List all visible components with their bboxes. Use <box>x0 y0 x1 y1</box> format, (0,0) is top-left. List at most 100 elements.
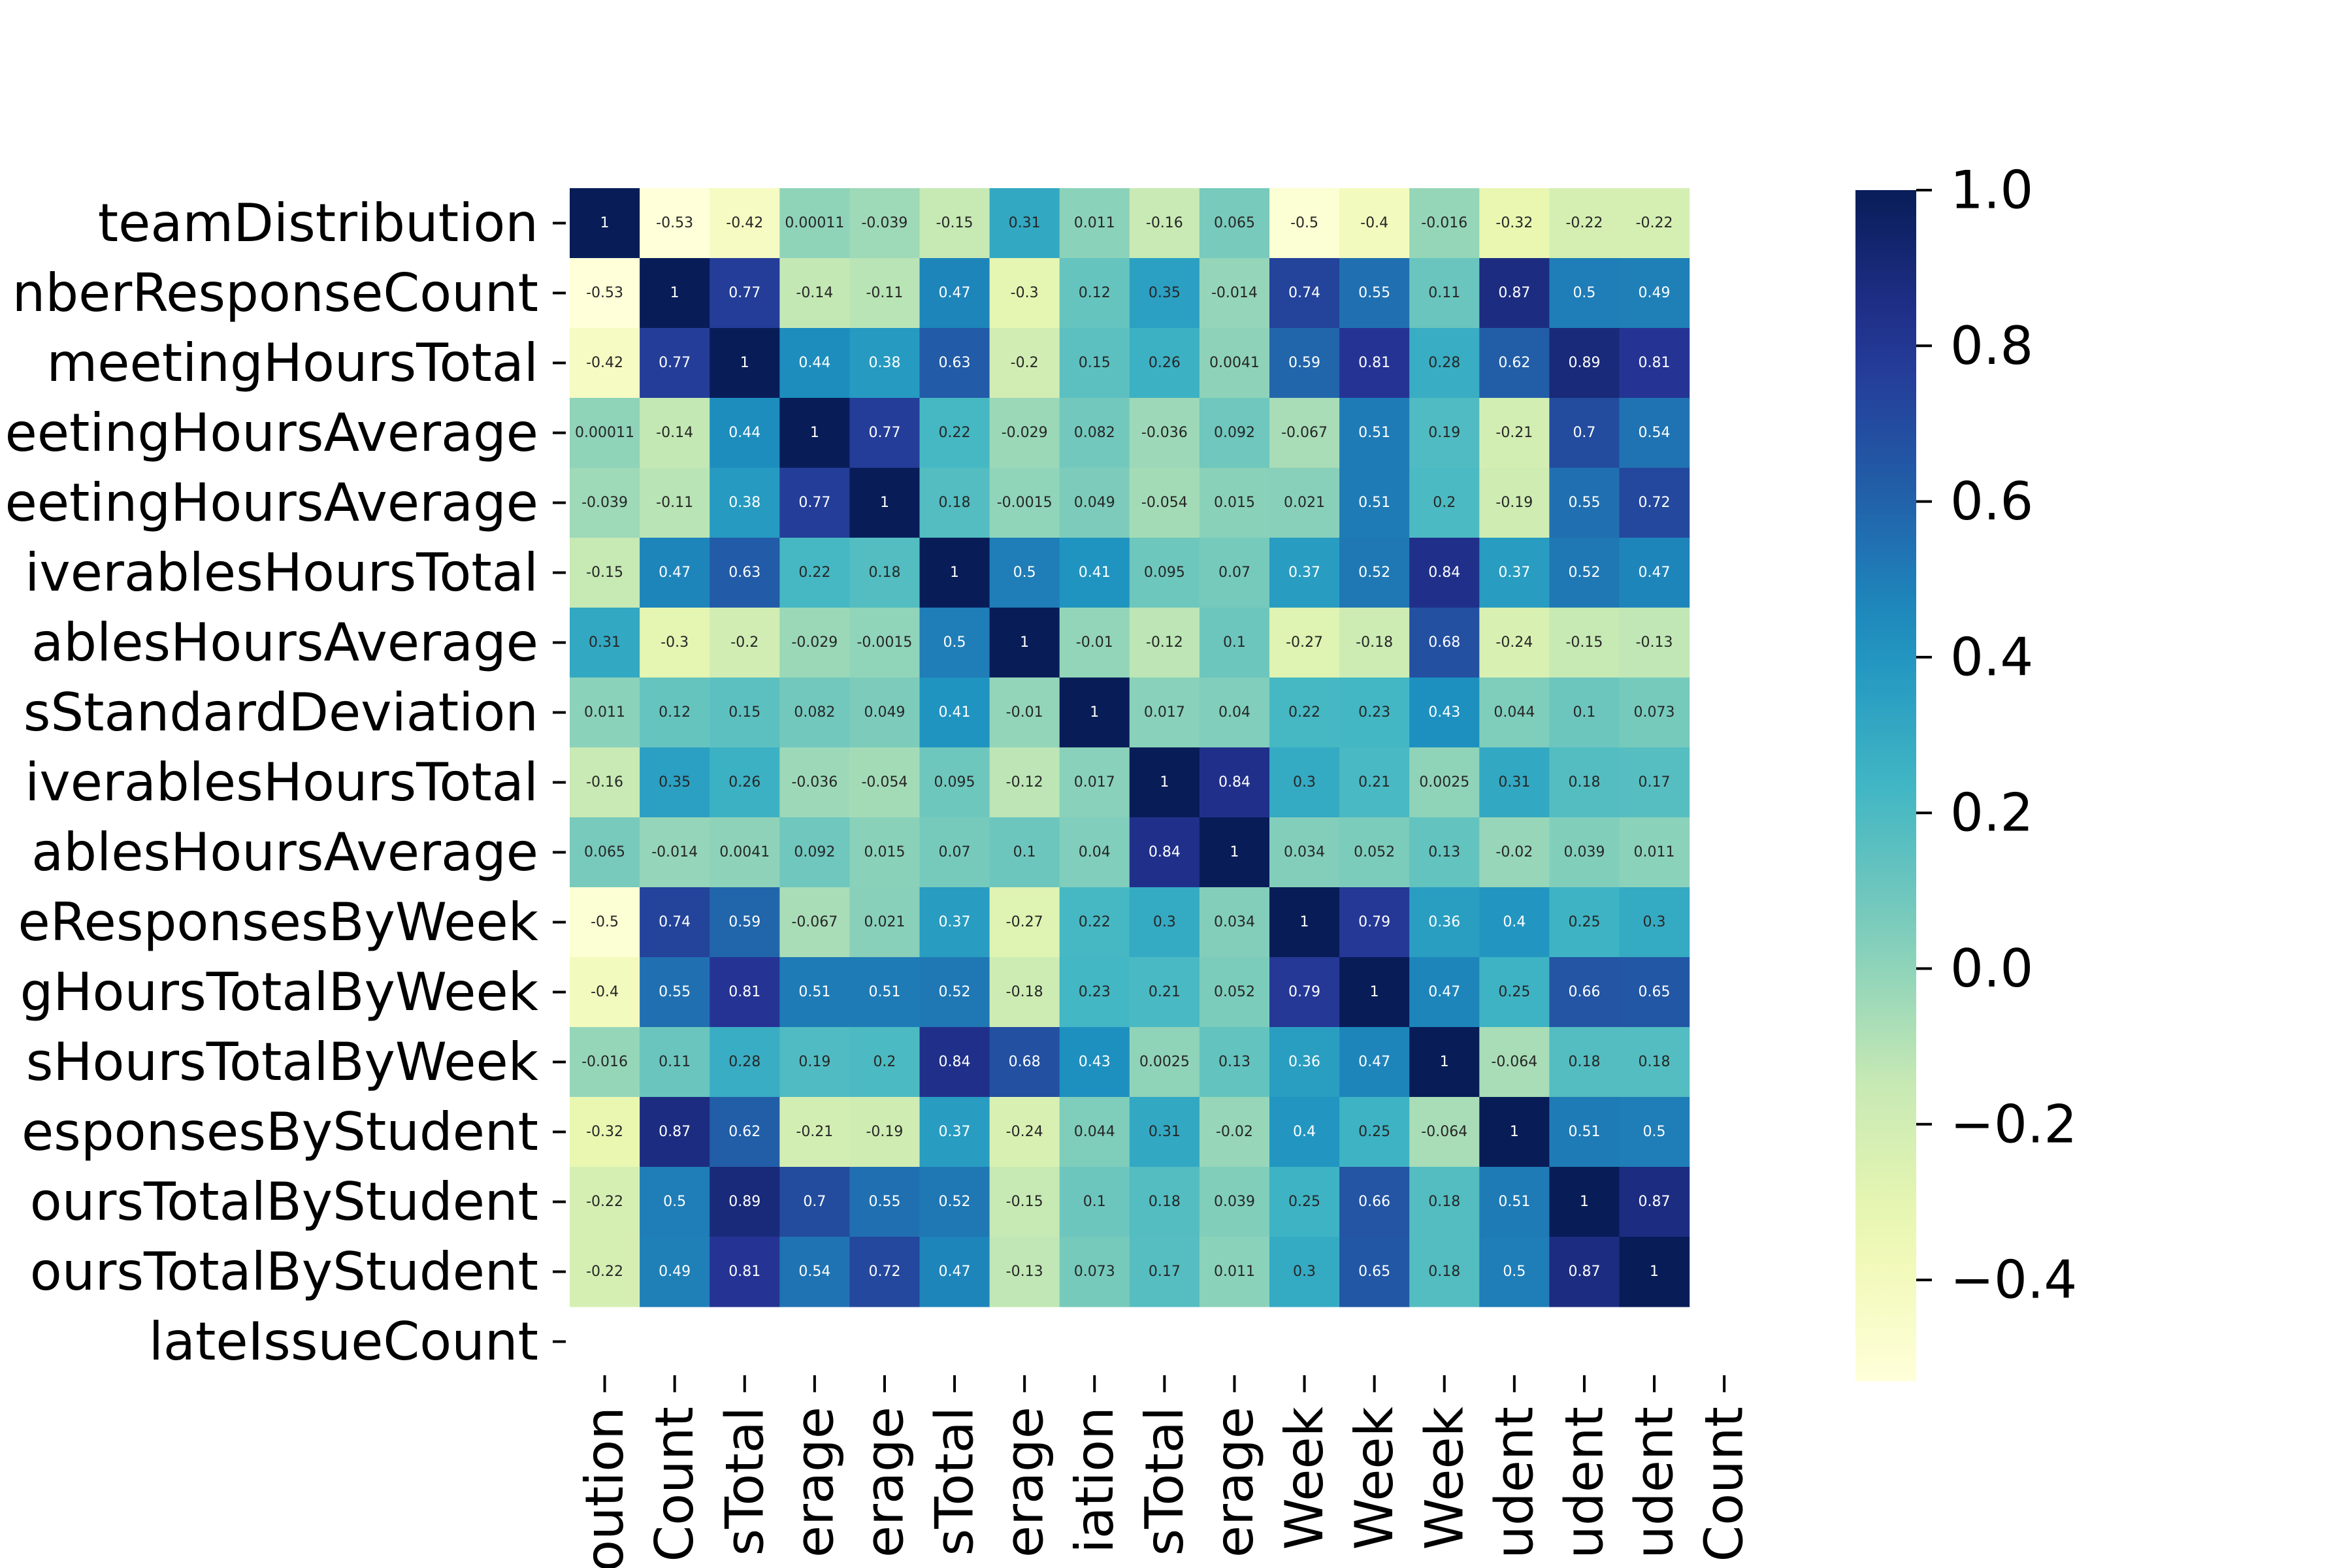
cell-value-label: 0.052 <box>1354 844 1395 860</box>
heatmap-cell <box>849 538 921 608</box>
cell-value-label: -0.2 <box>1011 355 1039 371</box>
cell-value-label: 0.31 <box>1009 215 1041 231</box>
cell-value-label: 0.082 <box>794 704 835 721</box>
col-label: Week <box>1344 1406 1405 1550</box>
heatmap-cell <box>779 258 850 329</box>
heatmap-cell <box>1059 957 1130 1028</box>
cell-value-label: 0.7 <box>1573 425 1595 441</box>
heatmap-cell <box>1479 468 1550 538</box>
heatmap-cell <box>989 678 1060 748</box>
heatmap-cell <box>779 817 850 888</box>
cell-value-label: 0.47 <box>659 564 691 581</box>
cell-value-label: 0.26 <box>728 774 760 791</box>
heatmap-cell <box>849 747 921 818</box>
cell-value-label: 0.092 <box>794 844 835 860</box>
cell-value-label: 0.25 <box>1288 1194 1320 1210</box>
cell-value-label: 0.55 <box>868 1194 900 1210</box>
cell-value-label: 0.18 <box>1568 1054 1600 1070</box>
heatmap-cell <box>1269 747 1340 818</box>
heatmap-cell <box>849 1167 921 1237</box>
cell-value-label: 0.72 <box>868 1264 900 1280</box>
col-label: erage <box>784 1407 845 1558</box>
heatmap-cell <box>640 328 710 399</box>
cell-value-label: 0.41 <box>1079 564 1111 581</box>
colorbar-tick-label: 0.2 <box>1950 783 2033 843</box>
heatmap-cell <box>640 1027 710 1098</box>
heatmap-cell <box>1619 957 1690 1028</box>
heatmap-cell <box>849 468 921 538</box>
heatmap-cell <box>1339 887 1410 958</box>
heatmap-cell <box>1269 817 1340 888</box>
heatmap-cell <box>570 1097 640 1168</box>
cell-value-label: 0.034 <box>1214 914 1255 930</box>
heatmap-cell <box>1479 188 1550 259</box>
cell-value-label: 0.021 <box>864 914 905 930</box>
heatmap-cell <box>1269 258 1340 329</box>
heatmap-cell <box>1549 678 1620 748</box>
heatmap-cell <box>1409 1167 1480 1237</box>
cell-value-label: 0.47 <box>1358 1054 1390 1070</box>
cell-value-label: -0.036 <box>791 774 838 791</box>
cell-value-label: 0.11 <box>659 1054 691 1070</box>
cell-value-label: 0.79 <box>1358 914 1390 930</box>
heatmap-cell <box>989 1237 1060 1307</box>
row-label: eResponsesByWeek <box>18 892 538 953</box>
colorbar: 1.0 0.8 0.6 0.4 0.2 0.0 −0.2 −0.4 <box>1855 160 2077 1381</box>
heatmap-cell <box>710 678 780 748</box>
heatmap-cell <box>989 1097 1060 1168</box>
cell-value-label: 0.84 <box>1218 774 1250 791</box>
cell-value-label: 0.065 <box>1214 215 1255 231</box>
heatmap-cell <box>1619 1027 1690 1098</box>
heatmap-cell <box>779 328 850 399</box>
cell-value-label: 0.13 <box>1218 1054 1250 1070</box>
heatmap-cell <box>1059 1237 1130 1307</box>
cell-value-label: 0.25 <box>1358 1124 1390 1140</box>
heatmap-cell <box>919 1097 990 1168</box>
heatmap-cell <box>779 887 850 958</box>
cell-value-label: -0.3 <box>661 634 689 651</box>
heatmap-cell <box>1409 608 1480 678</box>
cell-value-label: 0.41 <box>939 704 971 721</box>
heatmap-cell <box>1619 678 1690 748</box>
heatmap-cell <box>710 957 780 1028</box>
cell-value-label: 0.79 <box>1288 984 1320 1000</box>
cell-value-label: -0.22 <box>586 1194 623 1210</box>
cell-value-label: 0.11 <box>1428 285 1460 301</box>
cell-value-label: 0.1 <box>1223 634 1246 651</box>
heatmap-cell <box>1409 398 1480 468</box>
cell-value-label: -0.24 <box>1495 634 1533 651</box>
colorbar-tick-label: 0.8 <box>1950 316 2033 376</box>
cell-value-label: 1 <box>810 425 819 441</box>
heatmap-cell <box>1409 328 1480 399</box>
heatmap-cell <box>1409 678 1480 748</box>
heatmap-cell <box>1129 1237 1200 1307</box>
cell-value-label: 0.52 <box>939 1194 971 1210</box>
heatmap-cell <box>1339 747 1410 818</box>
heatmap-cell <box>640 538 710 608</box>
cell-value-label: 0.47 <box>939 285 971 301</box>
heatmap-cell <box>989 328 1060 399</box>
heatmap-cell <box>779 538 850 608</box>
heatmap-cell <box>1619 398 1690 468</box>
cell-value-label: 0.15 <box>728 704 760 721</box>
heatmap-cell <box>919 678 990 748</box>
row-label: sHoursTotalByWeek <box>26 1032 539 1092</box>
cell-value-label: 0.28 <box>728 1054 760 1070</box>
cell-value-label: -0.029 <box>1002 425 1048 441</box>
heatmap-cell <box>1199 258 1270 329</box>
cell-value-label: 1 <box>670 285 679 301</box>
cell-value-label: 1 <box>600 215 610 231</box>
cell-value-label: 0.00011 <box>785 215 844 231</box>
heatmap-cell <box>1199 957 1270 1028</box>
heatmap-cell <box>1339 188 1410 259</box>
cell-value-label: -0.064 <box>1491 1054 1537 1070</box>
cell-value-label: -0.42 <box>726 215 763 231</box>
heatmap-cell <box>919 608 990 678</box>
cell-value-label: -0.01 <box>1076 634 1113 651</box>
heatmap-cell <box>1129 608 1200 678</box>
heatmap-cell <box>1619 188 1690 259</box>
heatmap-cell <box>849 1097 921 1168</box>
cell-value-label: 0.51 <box>868 984 900 1000</box>
cell-value-label: -0.12 <box>1006 774 1043 791</box>
row-label: eetingHoursAverage <box>5 402 538 463</box>
